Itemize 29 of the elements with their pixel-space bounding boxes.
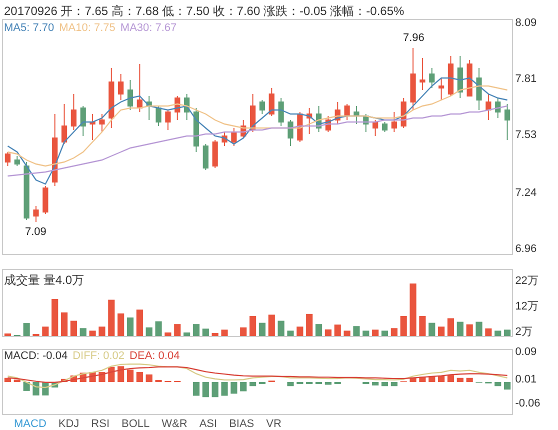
text: MA30: 7.67: [120, 22, 177, 34]
series-label: DIFF: 0.02: [72, 350, 125, 362]
y-tick-label: -0.06: [515, 398, 540, 410]
series-label: DEA: 0.04: [130, 350, 180, 362]
y-tick-label: 7.81: [515, 72, 537, 85]
text: KDJ: [58, 418, 80, 430]
text: VR: [266, 418, 282, 430]
text: MACD: [14, 418, 46, 430]
annotation: 7.96: [403, 32, 424, 44]
y-tick-label: 6.96: [515, 242, 537, 255]
annotation: 7.09: [25, 226, 46, 238]
y-tick-label: 12万: [515, 300, 538, 312]
series-label: MACD: -0.04: [4, 350, 68, 362]
y-tick-label: 2万: [515, 326, 532, 338]
y-tick-label: 7.53: [515, 128, 537, 141]
text: BOLL: [122, 418, 150, 430]
text: BIAS: [229, 418, 254, 430]
y-tick-label: 0.09: [515, 346, 537, 358]
text: MA10: 7.75: [59, 22, 116, 34]
chart-title: 成交量 量4.0万: [4, 272, 84, 289]
chart-title: 20170926 开：7.65 高：7.68 低：7.50 收：7.60 涨跌：-0.05 涨幅：-0.65%: [4, 3, 404, 20]
text: MA5: 7.70: [4, 22, 54, 34]
y-tick-label: 7.24: [515, 186, 537, 199]
text: W&R: [162, 418, 188, 430]
y-tick-label: 0.01: [515, 373, 537, 386]
y-tick-label: 8.09: [515, 16, 537, 29]
y-tick-label: 22万: [515, 275, 538, 287]
text: ASI: [199, 418, 218, 430]
text: RSI: [91, 418, 110, 430]
